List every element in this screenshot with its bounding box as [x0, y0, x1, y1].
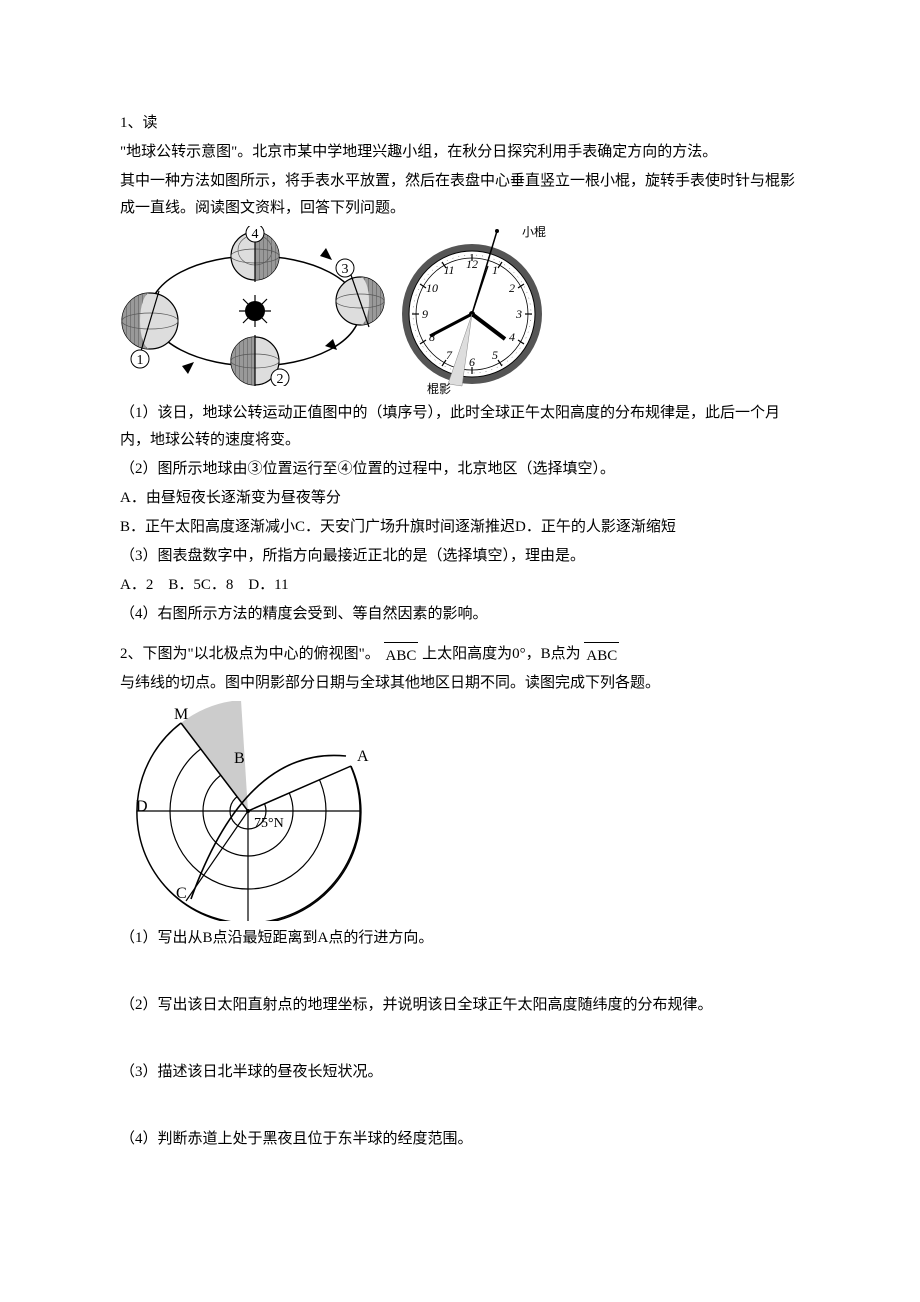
- svg-text:2: 2: [509, 281, 515, 295]
- q1-sub2: （2）图所示地球由③位置运行至④位置的过程中，北京地区（选择填空）。: [120, 456, 800, 483]
- svg-text:M: M: [174, 706, 188, 723]
- svg-text:3: 3: [342, 262, 349, 277]
- q1-figure-row: 1 2 3 4: [120, 226, 800, 396]
- svg-text:10: 10: [426, 281, 438, 295]
- svg-text:3: 3: [515, 307, 522, 321]
- q1-sub4: （4）右图所示方法的精度会受到、等自然因素的影响。: [120, 601, 800, 628]
- polar-diagram: M A B C D 75°N: [136, 701, 376, 921]
- q1-intro-line1: "地球公转示意图"。北京市某中学地理兴趣小组，在秋分日探究利用手表确定方向的方法…: [120, 139, 800, 166]
- shadow-label: 棍影: [427, 382, 451, 396]
- svg-text:D: D: [136, 798, 148, 815]
- svg-text:A: A: [357, 748, 369, 765]
- svg-text:11: 11: [443, 263, 454, 277]
- q1-sub3: （3）图表盘数字中，所指方向最接近正北的是（选择填空），理由是。: [120, 543, 800, 570]
- q2-sub2: （2）写出该日太阳直射点的地理坐标，并说明该日全球正午太阳高度随纬度的分布规律。: [120, 992, 800, 1019]
- q2-mid1: 上太阳高度为0°，B点为: [422, 646, 584, 662]
- q2-prefix: 2、下图为"以北极点为中心的俯视图"。: [120, 646, 380, 662]
- svg-text:6: 6: [469, 355, 475, 369]
- question-2: 2、下图为"以北极点为中心的俯视图"。 ABC 上太阳高度为0°，B点为 ABC…: [120, 640, 800, 1153]
- rod-label: 小棍: [522, 226, 546, 239]
- q1-optA: A．由昼短夜长逐渐变为昼夜等分: [120, 485, 800, 512]
- svg-text:1: 1: [492, 263, 498, 277]
- svg-text:C: C: [176, 885, 187, 902]
- q2-sub4: （4）判断赤道上处于黑夜且位于东半球的经度范围。: [120, 1126, 800, 1153]
- q1-number: 1、读: [120, 110, 800, 137]
- svg-text:4: 4: [509, 330, 515, 344]
- q1-intro-line2: 其中一种方法如图所示，将手表水平放置，然后在表盘中心垂直竖立一根小棍，旋转手表使…: [120, 168, 800, 222]
- svg-text:B: B: [234, 750, 245, 767]
- svg-text:1: 1: [137, 353, 144, 368]
- q1-opt3: A．2 B．5C．8 D．11: [120, 572, 800, 599]
- question-1: 1、读 "地球公转示意图"。北京市某中学地理兴趣小组，在秋分日探究利用手表确定方…: [120, 110, 800, 628]
- svg-text:7: 7: [446, 348, 453, 362]
- q2-sub1: （1）写出从B点沿最短距离到A点的行进方向。: [120, 925, 800, 952]
- q1-optBCD: B．正午太阳高度逐渐减小C．天安门广场升旗时间逐渐推迟D．正午的人影逐渐缩短: [120, 514, 800, 541]
- svg-text:75°N: 75°N: [254, 816, 284, 831]
- q2-sub3: （3）描述该日北半球的昼夜长短状况。: [120, 1059, 800, 1086]
- svg-text:2: 2: [277, 372, 284, 386]
- arc-abc-2: ABC: [584, 642, 619, 670]
- q2-line2: 与纬线的切点。图中阴影部分日期与全球其他地区日期不同。读图完成下列各题。: [120, 670, 800, 697]
- q1-sub1: （1）该日，地球公转运动正值图中的（填序号），此时全球正午太阳高度的分布规律是，…: [120, 400, 800, 454]
- svg-text:8: 8: [429, 330, 435, 344]
- svg-text:9: 9: [422, 307, 428, 321]
- svg-text:5: 5: [492, 348, 498, 362]
- clock-diagram: 12 1 2 3 4 5 6 7 8 9 10 11: [392, 226, 567, 396]
- svg-text:12: 12: [466, 257, 478, 271]
- q2-line1: 2、下图为"以北极点为中心的俯视图"。 ABC 上太阳高度为0°，B点为 ABC: [120, 640, 800, 668]
- svg-text:4: 4: [252, 227, 259, 242]
- arc-abc-1: ABC: [384, 642, 419, 670]
- orbit-diagram: 1 2 3 4: [120, 226, 390, 386]
